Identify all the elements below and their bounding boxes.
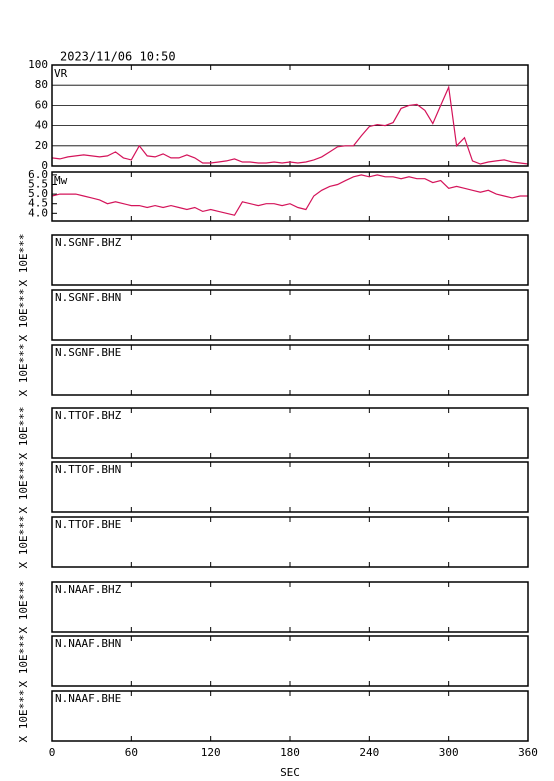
station-label: N.TTOF.BHN xyxy=(55,463,121,476)
station-panel xyxy=(51,635,529,687)
y-tick-label: 0 xyxy=(41,159,48,172)
y-tick-label: 5.5 xyxy=(28,177,48,190)
panel-frame xyxy=(51,171,529,222)
panel-label: VR xyxy=(54,67,68,80)
y-tick-label: 40 xyxy=(35,119,48,132)
station-y-label: X 10E*** xyxy=(17,234,30,287)
station-label: N.TTOF.BHE xyxy=(55,518,121,531)
station-y-label: X 10E*** xyxy=(17,461,30,514)
x-tick-label: 0 xyxy=(49,746,56,759)
station-panel xyxy=(51,234,529,286)
station-y-label: X 10E*** xyxy=(17,516,30,569)
y-tick-label: 6.0 xyxy=(28,168,48,181)
station-y-label: X 10E*** xyxy=(17,407,30,460)
station-y-label: X 10E*** xyxy=(17,581,30,634)
station-panel xyxy=(51,581,529,633)
data-line xyxy=(51,85,529,165)
station-panel xyxy=(51,516,529,568)
station-label: N.SGNF.BHZ xyxy=(55,236,122,249)
x-axis-label: SEC xyxy=(280,766,300,779)
station-label: N.NAAF.BHE xyxy=(55,692,121,705)
x-tick-label: 60 xyxy=(125,746,138,759)
station-label: N.SGNF.BHE xyxy=(55,346,121,359)
y-tick-label: 20 xyxy=(35,139,48,152)
station-y-label: X 10E*** xyxy=(17,635,30,688)
x-tick-label: 360 xyxy=(518,746,538,759)
station-label: N.SGNF.BHN xyxy=(55,291,121,304)
station-panel xyxy=(51,461,529,513)
station-panel xyxy=(51,344,529,396)
x-tick-label: 300 xyxy=(439,746,459,759)
y-tick-label: 4.0 xyxy=(28,206,48,219)
station-label: N.NAAF.BHN xyxy=(55,637,121,650)
y-tick-label: 80 xyxy=(35,78,48,91)
station-label: N.TTOF.BHZ xyxy=(55,409,122,422)
y-tick-label: 5.0 xyxy=(28,187,48,200)
station-y-label: X 10E*** xyxy=(17,289,30,342)
y-tick-label: 60 xyxy=(35,98,48,111)
data-line xyxy=(51,174,528,216)
station-panel xyxy=(51,690,529,742)
station-label: N.NAAF.BHZ xyxy=(55,583,122,596)
station-panel xyxy=(51,407,529,459)
station-y-label: X 10E*** xyxy=(17,344,30,397)
panel-frame xyxy=(51,64,529,167)
chart-title: 2023/11/06 10:50 xyxy=(60,50,176,64)
y-tick-label: 4.5 xyxy=(28,197,48,210)
panel-label: Mw xyxy=(54,174,68,187)
x-tick-label: 240 xyxy=(359,746,379,759)
y-tick-label: 100 xyxy=(28,58,48,71)
x-tick-label: 120 xyxy=(201,746,221,759)
x-tick-label: 180 xyxy=(280,746,300,759)
station-y-label: X 10E*** xyxy=(17,690,30,743)
station-panel xyxy=(51,289,529,341)
